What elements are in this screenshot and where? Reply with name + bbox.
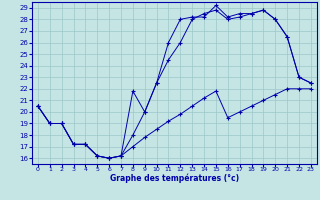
X-axis label: Graphe des températures (°c): Graphe des températures (°c) [110, 174, 239, 183]
